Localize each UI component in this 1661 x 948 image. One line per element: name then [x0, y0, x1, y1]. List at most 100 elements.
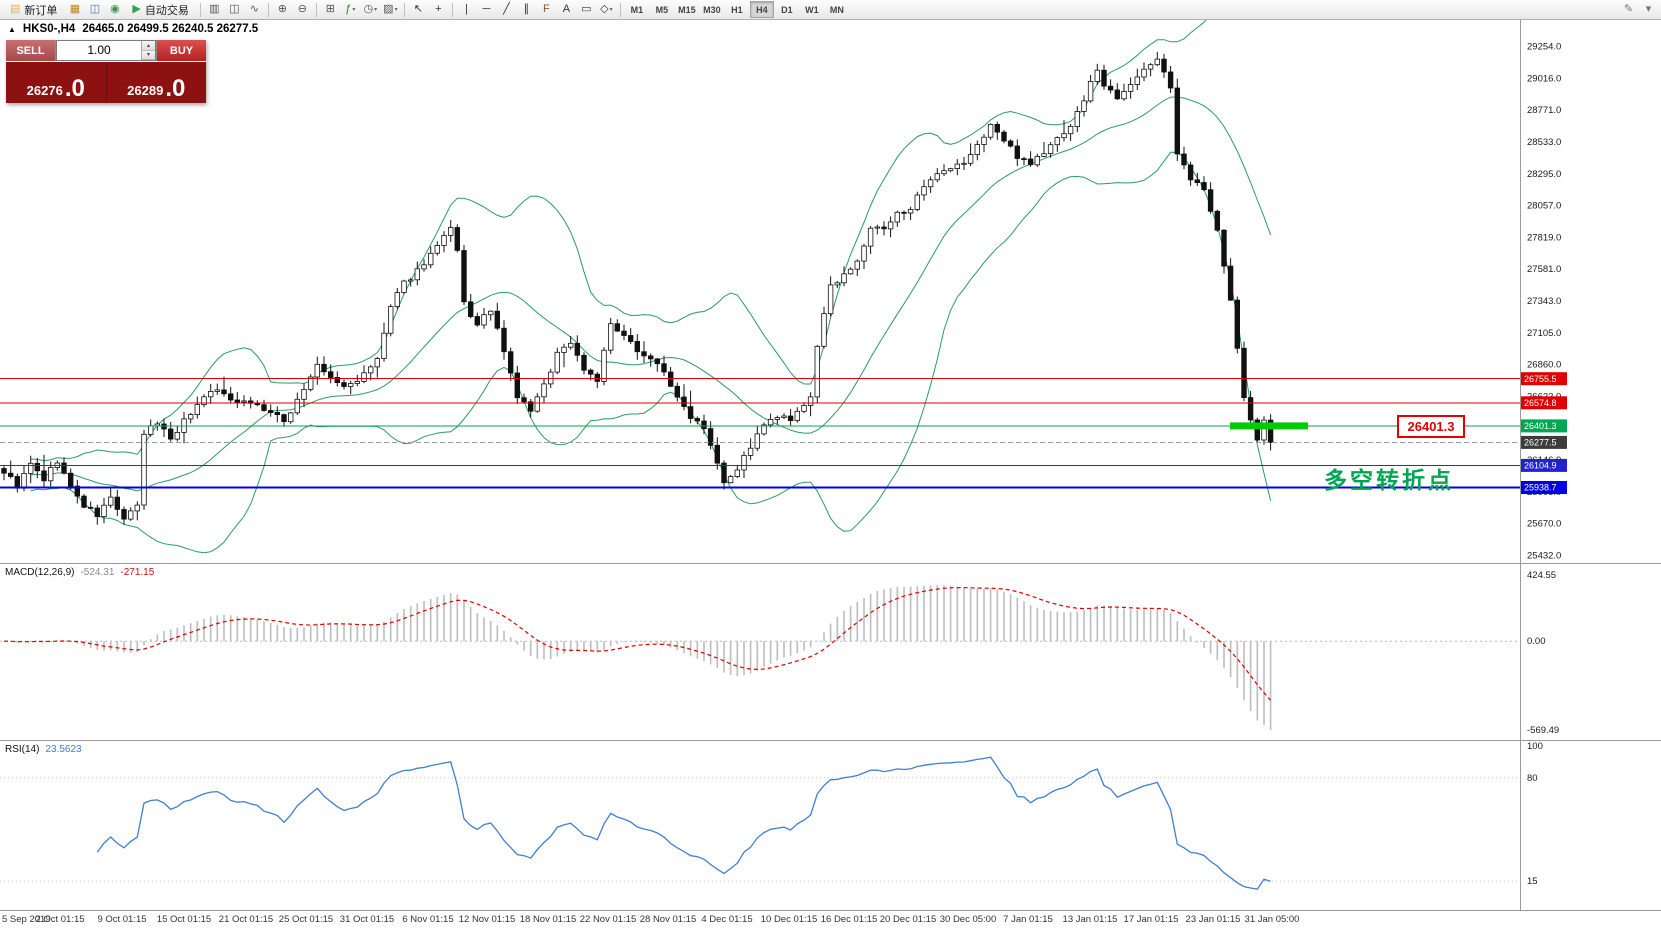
svg-text:26574.8: 26574.8 [1524, 398, 1557, 408]
svg-text:22 Nov 01:15: 22 Nov 01:15 [580, 914, 637, 925]
rsi-indicator-label: RSI(14) 23.5623 [5, 744, 82, 755]
vertical-line-icon[interactable]: | [464, 3, 468, 15]
svg-text:29016.0: 29016.0 [1527, 73, 1561, 84]
svg-text:6 Nov 01:15: 6 Nov 01:15 [402, 914, 453, 925]
profiles-icon[interactable]: ▦ [69, 3, 81, 15]
timeframe-m15-button[interactable]: M15 [678, 4, 696, 15]
svg-text:28771.0: 28771.0 [1527, 105, 1561, 116]
candlestick-chart-icon[interactable]: ◫ [229, 3, 240, 15]
svg-text:26277.5: 26277.5 [1524, 438, 1557, 448]
line-chart-icon[interactable]: ∿ [249, 3, 259, 15]
one-click-trading-panel: SELL 1.00 ▴ ▾ BUY 26276 .0 26289 .0 [6, 40, 206, 103]
timeframe-w1-button[interactable]: W1 [805, 4, 819, 15]
candlestick-series [1, 51, 1274, 525]
rsi-name: RSI(14) [5, 744, 40, 755]
buy-price-button[interactable]: 26289 .0 [106, 62, 206, 103]
bar-chart-icon[interactable]: ▥ [209, 3, 220, 15]
panel-separators [0, 20, 1661, 911]
panel-toggle-icon[interactable]: ▾ [1645, 3, 1652, 15]
new-order-button[interactable]: ▤ 新订单 [3, 0, 64, 20]
timeframe-h4-button[interactable]: H4 [749, 1, 774, 18]
horizontal-line-icon[interactable]: ─ [482, 3, 491, 15]
market-watch-icon[interactable]: ◫ [89, 3, 101, 15]
trendline-icon[interactable]: ╱ [503, 3, 510, 15]
svg-text:12 Nov 01:15: 12 Nov 01:15 [459, 914, 516, 925]
periods-icon[interactable]: ◷ ▾ [363, 3, 378, 15]
toolbar-separator [451, 2, 453, 17]
sell-price-main: 26276 [26, 83, 63, 98]
timeframe-mn-button[interactable]: MN [829, 4, 844, 15]
channel-icon[interactable]: ∥ [523, 3, 530, 15]
svg-text:28 Nov 01:15: 28 Nov 01:15 [640, 914, 697, 925]
cursor-icon[interactable]: ↖ [413, 3, 423, 15]
fibonacci-icon[interactable]: F [543, 3, 550, 15]
indicators-icon[interactable]: ƒ ▾ [345, 3, 356, 15]
svg-text:27105.0: 27105.0 [1527, 328, 1561, 339]
zoom-out-icon[interactable]: ⊖ [297, 3, 307, 15]
macd-value: -524.31 [80, 567, 115, 578]
toolbar-separator [619, 2, 621, 17]
rsi-line: 100 80 15 [0, 741, 1543, 890]
zoom-in-icon[interactable]: ⊕ [277, 3, 287, 15]
lot-increase-button[interactable]: ▴ [142, 41, 155, 51]
buy-button[interactable]: BUY [157, 40, 206, 61]
svg-text:5 Sep 2019: 5 Sep 2019 [2, 914, 51, 925]
svg-text:13 Jan 01:15: 13 Jan 01:15 [1063, 914, 1118, 925]
price-callout[interactable]: 26401.3 [1397, 415, 1465, 438]
svg-text:18 Nov 01:15: 18 Nov 01:15 [520, 914, 577, 925]
autotrade-button[interactable]: ▶ 自动交易 [125, 0, 195, 20]
svg-text:31 Jan 05:00: 31 Jan 05:00 [1245, 914, 1300, 925]
svg-text:27581.0: 27581.0 [1527, 264, 1561, 275]
svg-text:7 Jan 01:15: 7 Jan 01:15 [1003, 914, 1053, 925]
svg-text:26401.3: 26401.3 [1524, 421, 1557, 431]
main-toolbar: ▤ 新订单 ▦ ◫ ◉ ▶ 自动交易 ▥ ◫ ∿ ⊕ ⊖ ⊞ ƒ ▾ ◷ ▾ ▨ ▾ ↖ + | ─ ╱ ∥ F A ▭ ◇ ▾ M1 M5 M… [0, 0, 1661, 20]
timeframe-h1-button[interactable]: H1 [731, 4, 743, 15]
svg-text:0.00: 0.00 [1527, 636, 1546, 647]
autotrade-icon: ▶ [132, 3, 141, 15]
edit-icon[interactable]: ✎ [1623, 3, 1634, 15]
svg-text:30 Dec 05:00: 30 Dec 05:00 [940, 914, 997, 925]
svg-text:26860.0: 26860.0 [1527, 360, 1561, 371]
chart-title: ▲ HKS0-,H4 26465.0 26499.5 26240.5 26277… [8, 23, 258, 35]
timeframe-m30-button[interactable]: M30 [703, 4, 721, 15]
chart-symbol-period: HKS0-,H4 [22, 23, 76, 35]
sell-price-pips: .0 [64, 74, 85, 102]
horizontal-price-lines [0, 378, 1520, 489]
bollinger-bands [30, 20, 1272, 554]
annotation-text[interactable]: 多空转折点 [1324, 467, 1454, 493]
sell-price-button[interactable]: 26276 .0 [6, 62, 106, 103]
timeframe-d1-button[interactable]: D1 [781, 4, 793, 15]
timeframe-m5-button[interactable]: M5 [655, 4, 669, 15]
tile-windows-icon[interactable]: ⊞ [325, 3, 335, 15]
crosshair-icon[interactable]: + [435, 3, 442, 15]
autotrade-button-label: 自动交易 [144, 4, 189, 17]
sell-button[interactable]: SELL [6, 40, 55, 61]
svg-text:26755.5: 26755.5 [1524, 374, 1557, 384]
label-icon[interactable]: ▭ [581, 3, 592, 15]
lot-spinner: ▴ ▾ [141, 41, 155, 60]
svg-text:100: 100 [1527, 741, 1543, 752]
chart-ohlc-values: 26465.0 26499.5 26240.5 26277.5 [82, 23, 259, 35]
svg-text:21 Oct 01:15: 21 Oct 01:15 [219, 914, 273, 925]
lot-decrease-button[interactable]: ▾ [142, 50, 155, 60]
navigator-icon[interactable]: ◉ [110, 3, 120, 15]
timeframe-m1-button[interactable]: M1 [630, 4, 644, 15]
lot-size-input[interactable]: 1.00 ▴ ▾ [56, 40, 156, 61]
shapes-icon[interactable]: ◇ ▾ [600, 3, 613, 15]
buy-price-main: 26289 [127, 83, 164, 98]
chart-canvas[interactable]: 29254.0 29016.0 28771.0 28533.0 28295.0 28057… [0, 20, 1661, 948]
svg-text:424.55: 424.55 [1527, 570, 1556, 581]
templates-icon[interactable]: ▨ ▾ [383, 3, 398, 15]
svg-text:26104.9: 26104.9 [1524, 461, 1557, 471]
macd-histogram: 424.55 0.00 -569.49 [0, 570, 1559, 736]
lot-size-value[interactable]: 1.00 [87, 43, 111, 57]
highlight-segment[interactable] [1230, 422, 1308, 430]
toolbar-separator [403, 2, 405, 17]
svg-text:2 Oct 01:15: 2 Oct 01:15 [35, 914, 84, 925]
svg-text:20 Dec 01:15: 20 Dec 01:15 [880, 914, 937, 925]
text-icon[interactable]: A [562, 3, 571, 15]
price-tags: 26755.5 26574.8 26401.3 26277.5 26104.9 25938… [1521, 372, 1567, 494]
buy-button-label: BUY [169, 44, 194, 57]
svg-text:10 Dec 01:15: 10 Dec 01:15 [761, 914, 818, 925]
